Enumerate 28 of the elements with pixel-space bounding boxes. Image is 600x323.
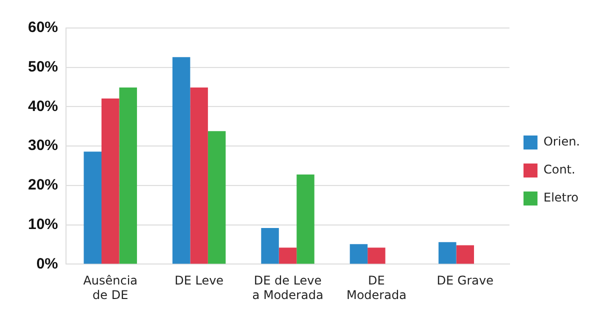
y-tick-label: 30% [28, 137, 58, 154]
bar [278, 248, 297, 264]
x-tick-label: DE Moderada [346, 274, 406, 302]
legend-label: Eletro [543, 190, 578, 205]
x-tick-label: Ausência de DE [83, 274, 138, 302]
bar [296, 174, 314, 264]
bar [208, 131, 226, 264]
x-tick-label: DE de Leve a Moderada [252, 274, 324, 302]
bar [456, 245, 474, 264]
bar [350, 244, 368, 264]
bar [190, 87, 208, 264]
bar [261, 228, 279, 264]
bar [102, 98, 120, 264]
y-tick-label: 40% [28, 98, 58, 115]
y-tick-label: 20% [28, 176, 58, 194]
bar [119, 87, 137, 264]
bar [438, 242, 456, 264]
legend-label: Orien. [543, 134, 580, 149]
x-tick-label: DE Leve [174, 274, 224, 288]
x-tick-label: DE Grave [436, 274, 494, 288]
legend-label: Cont. [543, 162, 576, 177]
bar [368, 248, 386, 264]
y-tick-label: 60% [28, 19, 58, 36]
y-tick-label: 0% [36, 255, 58, 272]
bar [84, 152, 102, 264]
bar [172, 57, 190, 264]
y-tick-label: 10% [28, 216, 58, 233]
y-tick-label: 50% [28, 58, 58, 76]
